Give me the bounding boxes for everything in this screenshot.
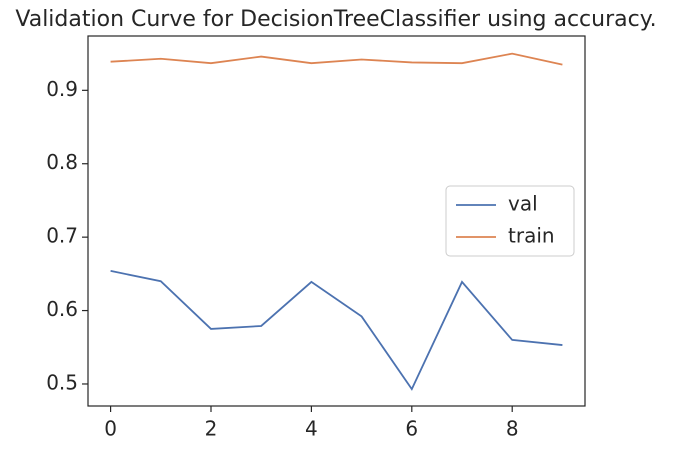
line-series	[110, 52, 563, 66]
x-tick-label: 6	[405, 417, 418, 441]
y-tick-label: 0.9	[46, 77, 78, 101]
y-tick-label: 0.6	[46, 297, 78, 321]
legend-box	[445, 185, 575, 257]
y-tick-label: 0.8	[46, 150, 78, 174]
y-tick-label: 0.5	[46, 370, 78, 394]
plot-frame	[87, 35, 586, 407]
x-tick-label: 2	[205, 417, 218, 441]
x-tick-label: 4	[305, 417, 318, 441]
legend-label: val	[508, 192, 538, 216]
x-tick-label: 0	[104, 417, 117, 441]
legend-label: train	[508, 224, 555, 248]
chart-title: Validation Curve for DecisionTreeClassif…	[15, 7, 656, 32]
y-tick-label: 0.7	[46, 224, 78, 248]
line-series	[110, 270, 563, 391]
x-tick-label: 8	[506, 417, 519, 441]
